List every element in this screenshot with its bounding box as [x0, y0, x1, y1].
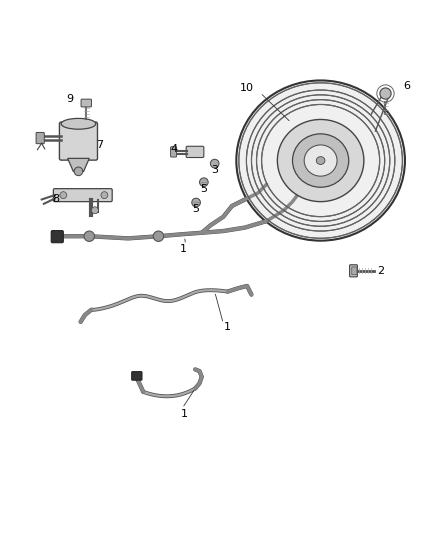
Circle shape — [92, 207, 99, 214]
Circle shape — [60, 192, 67, 199]
Text: 3: 3 — [211, 166, 218, 175]
FancyBboxPatch shape — [53, 189, 112, 201]
Ellipse shape — [304, 145, 337, 176]
Circle shape — [101, 192, 108, 199]
Text: 1: 1 — [224, 322, 231, 332]
Ellipse shape — [316, 157, 325, 165]
Text: 8: 8 — [53, 195, 60, 205]
Ellipse shape — [293, 134, 349, 187]
FancyBboxPatch shape — [352, 267, 357, 274]
Text: 10: 10 — [240, 83, 254, 93]
FancyBboxPatch shape — [350, 265, 357, 277]
FancyBboxPatch shape — [81, 99, 92, 107]
Circle shape — [210, 159, 219, 168]
FancyBboxPatch shape — [186, 146, 204, 158]
FancyBboxPatch shape — [170, 147, 177, 157]
Ellipse shape — [236, 80, 405, 241]
FancyBboxPatch shape — [36, 132, 44, 144]
Circle shape — [74, 167, 83, 176]
Text: 7: 7 — [96, 140, 104, 150]
FancyBboxPatch shape — [132, 372, 142, 380]
FancyBboxPatch shape — [60, 122, 98, 160]
Circle shape — [192, 198, 201, 207]
Text: 4: 4 — [170, 144, 177, 154]
Text: 1: 1 — [180, 244, 187, 254]
Circle shape — [380, 88, 391, 99]
Text: 5: 5 — [193, 205, 200, 214]
Text: 9: 9 — [66, 94, 74, 104]
Text: 1: 1 — [181, 408, 188, 418]
Text: 6: 6 — [403, 81, 410, 91]
Ellipse shape — [61, 118, 96, 129]
Text: 2: 2 — [378, 266, 385, 276]
Polygon shape — [67, 158, 89, 172]
Circle shape — [84, 231, 95, 241]
Ellipse shape — [277, 119, 364, 201]
Circle shape — [153, 231, 164, 241]
Text: 5: 5 — [200, 184, 207, 193]
Circle shape — [200, 178, 208, 187]
FancyBboxPatch shape — [51, 231, 64, 243]
